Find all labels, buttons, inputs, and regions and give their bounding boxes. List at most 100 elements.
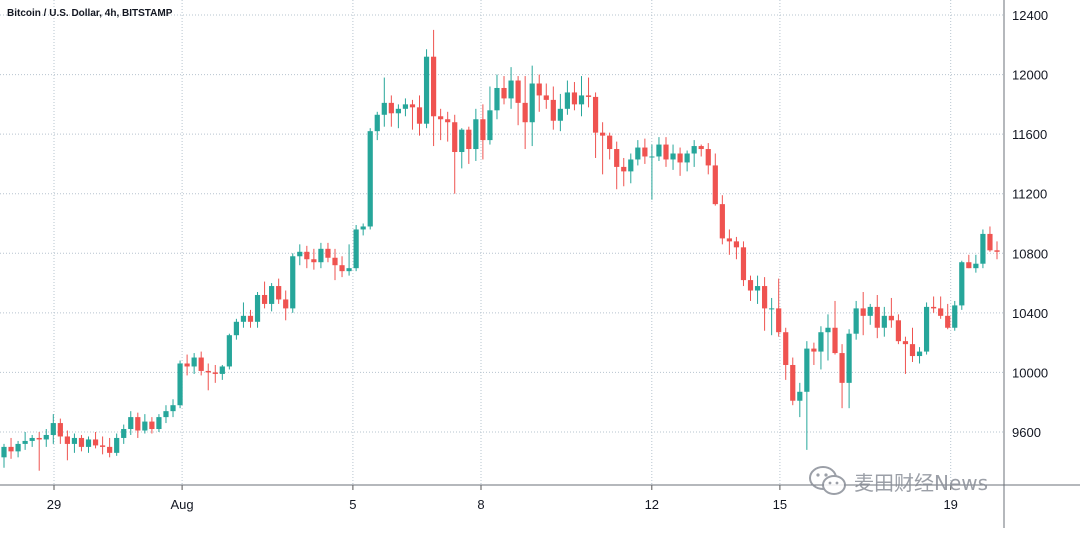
candle-body	[797, 391, 803, 401]
candle-body	[36, 437, 42, 440]
candle-body	[952, 305, 958, 328]
candle-body	[740, 247, 747, 281]
candle-body	[691, 146, 697, 154]
x-tick-label: 29	[47, 497, 61, 512]
candle-body	[888, 315, 894, 321]
y-tick-label: 12400	[1012, 8, 1048, 23]
candle-body	[233, 321, 240, 336]
candle-body	[29, 437, 35, 441]
candle-body	[543, 95, 549, 100]
candle-body	[839, 353, 845, 383]
candle-body	[50, 423, 56, 435]
candle-body	[177, 363, 183, 406]
candle-body	[290, 256, 296, 309]
candle-body	[515, 80, 521, 103]
chart-title: Bitcoin / U.S. Dollar, 4h, BITSTAMP	[7, 8, 173, 19]
watermark-text: 麦田财经News	[854, 470, 989, 495]
candle-body	[128, 417, 134, 430]
candle-body	[571, 92, 578, 105]
candle-body	[78, 437, 85, 447]
candle-body	[663, 144, 669, 160]
candle-body	[874, 306, 880, 328]
candle-body	[959, 262, 965, 306]
candle-body	[860, 308, 866, 316]
candle-body	[269, 286, 275, 304]
candle-body	[473, 119, 479, 150]
candle-body	[564, 92, 571, 109]
candle-body	[621, 166, 627, 172]
candle-body	[466, 129, 472, 150]
candle-body	[409, 104, 416, 108]
candle-body	[135, 417, 141, 431]
candle-body	[445, 119, 451, 123]
candle-body	[895, 320, 902, 342]
x-tick-label: 5	[349, 497, 356, 512]
candle-body	[501, 87, 507, 99]
candle-body	[149, 421, 155, 430]
candle-body	[8, 446, 14, 452]
y-tick-label: 9600	[1012, 425, 1041, 440]
candle-body	[452, 122, 458, 153]
candle-body	[585, 95, 592, 97]
candle-body	[804, 348, 810, 392]
candle-body	[325, 248, 331, 258]
candle-body	[339, 265, 345, 272]
candle-body	[184, 363, 190, 367]
candle-body	[107, 446, 113, 453]
candle-body	[776, 308, 782, 333]
candle-body	[902, 341, 909, 345]
candle-body	[698, 146, 704, 150]
candle-body	[719, 204, 725, 239]
candle-body	[114, 437, 120, 453]
candle-body	[557, 108, 563, 121]
candle-body	[832, 327, 838, 354]
candle-body	[818, 332, 824, 352]
candle-body	[360, 226, 366, 230]
candle-body	[649, 156, 655, 158]
wechat-logo-icon	[809, 466, 846, 495]
y-tick-label: 10800	[1012, 246, 1048, 261]
candle-body	[614, 149, 620, 167]
candle-body	[318, 248, 324, 263]
x-tick-label: 15	[773, 497, 787, 512]
candle-body	[656, 144, 662, 157]
candle-body	[550, 99, 556, 121]
candle-body	[494, 87, 500, 111]
candle-body	[191, 357, 197, 367]
candle-body	[198, 357, 204, 371]
candle-body	[754, 286, 761, 291]
candle-body	[142, 421, 148, 431]
candle-body	[938, 308, 944, 316]
candle-body	[600, 132, 606, 136]
candle-body	[916, 351, 923, 357]
candle-body	[733, 241, 740, 248]
candle-body	[909, 344, 916, 357]
candle-body	[156, 417, 162, 430]
candle-body	[121, 429, 127, 438]
candle-body	[769, 308, 775, 310]
candle-body	[240, 315, 247, 322]
candle-body	[22, 440, 28, 444]
candle-body	[973, 263, 979, 269]
watermark: 麦田财经News	[808, 464, 988, 498]
candle-body	[1, 446, 7, 458]
candle-body	[219, 366, 225, 374]
candle-body	[783, 332, 789, 365]
candle-body	[85, 439, 92, 447]
candle-body	[332, 257, 338, 266]
candle-body	[607, 135, 613, 150]
candle-body	[825, 327, 831, 333]
candle-body	[642, 147, 648, 157]
candle-body	[867, 306, 873, 316]
candle-body	[931, 306, 937, 309]
candle-body	[71, 437, 78, 444]
candle-body	[304, 251, 310, 260]
candle-body	[438, 116, 444, 120]
y-tick-label: 11600	[1012, 127, 1047, 142]
grid	[0, 0, 1004, 485]
candle-body	[628, 159, 634, 172]
y-tick-label: 10000	[1012, 365, 1048, 380]
candle-body	[635, 147, 641, 160]
